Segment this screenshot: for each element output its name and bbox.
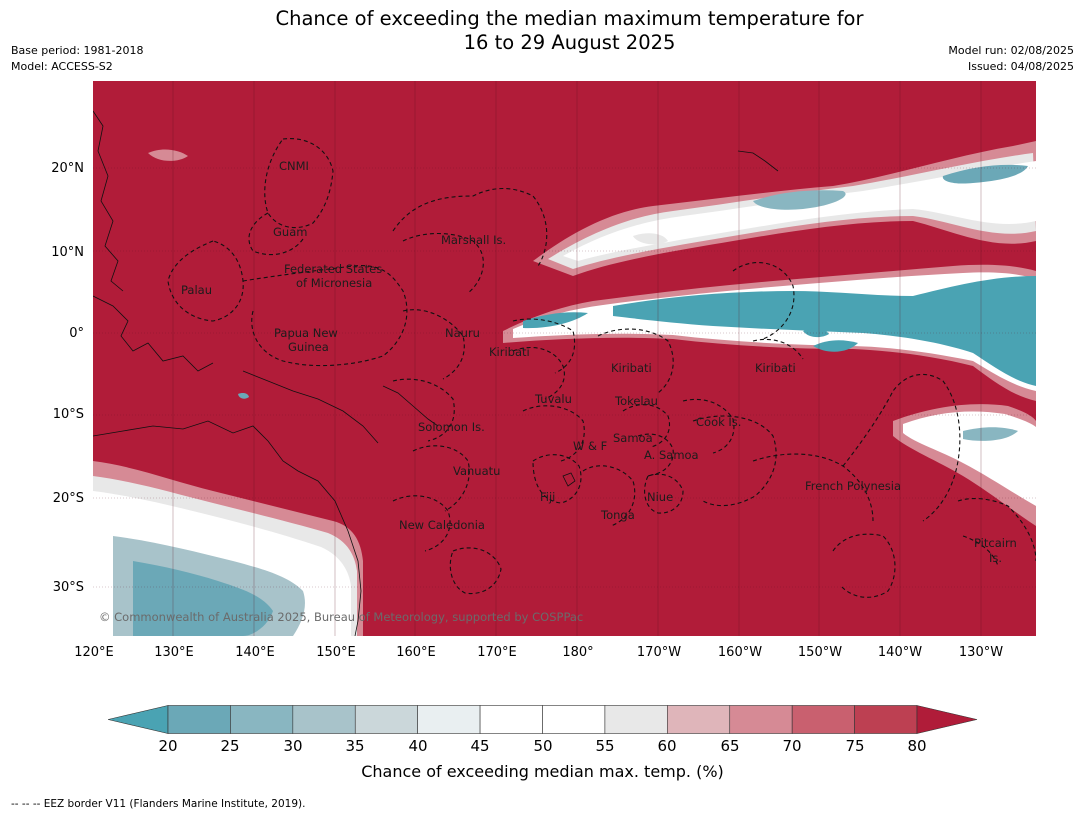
label-cnmi: CNMI	[279, 159, 309, 173]
small-cool-patches	[148, 149, 829, 399]
label-marshall: Marshall Is.	[441, 233, 506, 247]
label-american-samoa: A. Samoa	[644, 448, 699, 462]
label-pitcairn-1: Pitcairn	[974, 536, 1017, 550]
map-title: Chance of exceeding the median maximum t…	[0, 7, 1085, 55]
label-nauru: Nauru	[445, 326, 480, 340]
footnote-eez: -- -- -- EEZ border V11 (Flanders Marine…	[11, 798, 306, 810]
model-name: Model: ACCESS-S2	[11, 60, 113, 73]
colorbar-cell	[667, 705, 731, 734]
colorbar-tick: 75	[845, 737, 865, 755]
label-kiribati-west: Kiribati	[489, 345, 530, 359]
label-guam: Guam	[273, 225, 307, 239]
map-area: CNMI Guam Marshall Is. Federated States …	[93, 81, 1036, 636]
country-labels: CNMI Guam Marshall Is. Federated States …	[181, 159, 1017, 565]
lat-label-20n: 20°N	[51, 161, 84, 176]
colorbar-tick: 55	[595, 737, 615, 755]
label-png-1: Papua New	[274, 326, 338, 340]
lon-label-140e: 140°E	[235, 645, 275, 660]
label-solomon: Solomon Is.	[418, 420, 485, 434]
model-run: Model run: 02/08/2025	[948, 44, 1074, 57]
label-palau: Palau	[181, 283, 212, 297]
issued-date: Issued: 04/08/2025	[967, 60, 1074, 73]
lon-label-150e: 150°E	[316, 645, 356, 660]
lat-label-0: 0°	[69, 326, 84, 341]
colorbar-cell	[354, 705, 418, 734]
title-line-2: 16 to 29 August 2025	[463, 31, 676, 54]
label-fsm-1: Federated States	[284, 262, 382, 276]
map-svg: CNMI Guam Marshall Is. Federated States …	[93, 81, 1036, 636]
colorbar-tick: 40	[408, 737, 428, 755]
colorbar-tick: 65	[720, 737, 740, 755]
label-tuvalu: Tuvalu	[534, 392, 572, 406]
colorbar-extend-low	[108, 705, 169, 734]
colorbar-tick: 60	[657, 737, 677, 755]
lon-label-120e: 120°E	[74, 645, 114, 660]
colorbar-cell	[479, 705, 543, 734]
graticule	[93, 81, 1036, 636]
lon-label-130e: 130°E	[154, 645, 194, 660]
lat-label-30s: 30°S	[52, 580, 84, 595]
colorbar-cells	[167, 705, 918, 734]
base-period: Base period: 1981-2018	[11, 44, 144, 57]
lon-label-150w: 150°W	[797, 645, 843, 660]
lat-label-10n: 10°N	[51, 245, 84, 260]
label-fsm-2: of Micronesia	[296, 276, 372, 290]
colorbar-tick: 45	[470, 737, 490, 755]
lon-label-130w: 130°W	[958, 645, 1004, 660]
label-kiribati-central: Kiribati	[611, 361, 652, 375]
colorbar-tick: 25	[220, 737, 240, 755]
copyright-notice: © Commonwealth of Australia 2025, Bureau…	[99, 610, 584, 624]
lon-label-140w: 140°W	[877, 645, 923, 660]
lat-label-20s: 20°S	[52, 491, 84, 506]
label-french-polynesia: French Polynesia	[805, 479, 901, 493]
colorbar-cell	[729, 705, 793, 734]
label-samoa: Samoa	[613, 431, 653, 445]
colorbar-cell	[604, 705, 668, 734]
label-wallis: W & F	[573, 439, 607, 453]
colorbar	[108, 705, 978, 734]
colorbar-label: Chance of exceeding median max. temp. (%…	[361, 762, 724, 781]
colorbar-tick: 35	[345, 737, 365, 755]
label-cook: Cook Is.	[696, 415, 741, 429]
label-niue: Niue	[647, 490, 673, 504]
colorbar-extend-high	[916, 705, 978, 734]
lat-label-10s: 10°S	[52, 407, 84, 422]
colorbar-cell	[854, 705, 918, 734]
label-png-2: Guinea	[288, 340, 329, 354]
lon-label-160e: 160°E	[396, 645, 436, 660]
colorbar-tick: 70	[782, 737, 802, 755]
lon-label-160w: 160°W	[717, 645, 763, 660]
label-new-caledonia: New Caledonia	[399, 518, 485, 532]
label-vanuatu: Vanuatu	[453, 464, 500, 478]
lon-label-170e: 170°E	[477, 645, 517, 660]
lon-label-170w: 170°W	[636, 645, 682, 660]
eez-borders	[167, 138, 1036, 598]
meta-right: Model run: 02/08/2025 Issued: 04/08/2025	[948, 43, 1074, 75]
title-line-1: Chance of exceeding the median maximum t…	[275, 7, 864, 30]
label-fiji: Fiji	[540, 490, 555, 504]
lon-label-180: 180°	[562, 645, 594, 660]
cool-anomaly-band-southeast	[893, 404, 1036, 526]
label-kiribati-east: Kiribati	[755, 361, 796, 375]
colorbar-tick: 50	[533, 737, 553, 755]
colorbar-cell	[542, 705, 606, 734]
label-tokelau: Tokelau	[614, 394, 658, 408]
colorbar-cell	[230, 705, 294, 734]
label-pitcairn-2: Is.	[989, 551, 1002, 565]
colorbar-cell	[791, 705, 855, 734]
colorbar-tick: 20	[158, 737, 178, 755]
cool-anomaly-australia	[93, 461, 363, 636]
colorbar-tick: 30	[283, 737, 303, 755]
colorbar-cell	[417, 705, 481, 734]
colorbar-cell	[292, 705, 356, 734]
colorbar-tick: 80	[907, 737, 927, 755]
label-tonga: Tonga	[600, 508, 635, 522]
colorbar-cell	[167, 705, 231, 734]
coastlines	[93, 110, 779, 636]
meta-left: Base period: 1981-2018 Model: ACCESS-S2	[11, 43, 143, 75]
